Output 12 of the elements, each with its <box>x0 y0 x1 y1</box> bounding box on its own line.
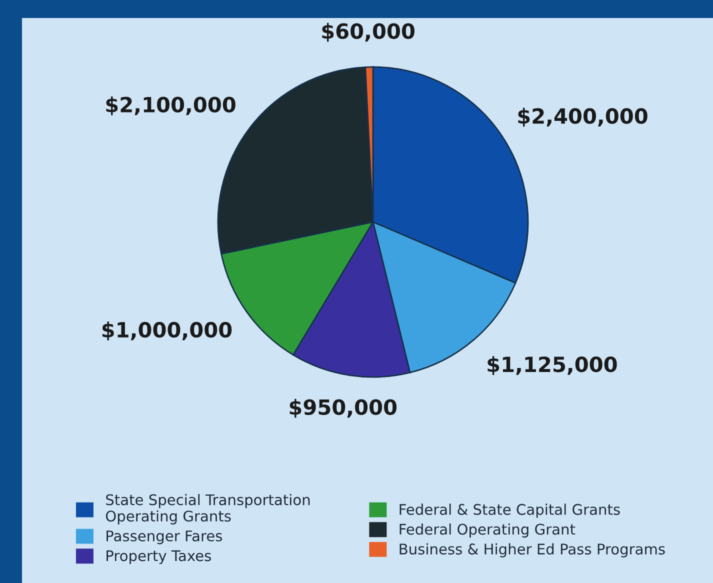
data-label: $1,000,000 <box>102 322 232 340</box>
legend-label: Federal & State Capital Grants <box>400 504 620 518</box>
data-label: $950,000 <box>290 398 397 418</box>
legend-label: State Special Transportation Operating Grants <box>106 494 310 524</box>
legend-label: Federal Operating Grant <box>400 523 576 538</box>
data-label: $2,100,000 <box>106 96 236 116</box>
legend-label: Passenger Fares <box>106 530 222 544</box>
data-label: $60,000 <box>322 22 414 42</box>
data-label: $2,400,000 <box>518 108 648 127</box>
data-label: $1,125,000 <box>488 356 617 375</box>
legend-label: Property Taxes <box>106 550 211 564</box>
legend-label: Business & Higher Ed Pass Programs <box>400 543 665 558</box>
